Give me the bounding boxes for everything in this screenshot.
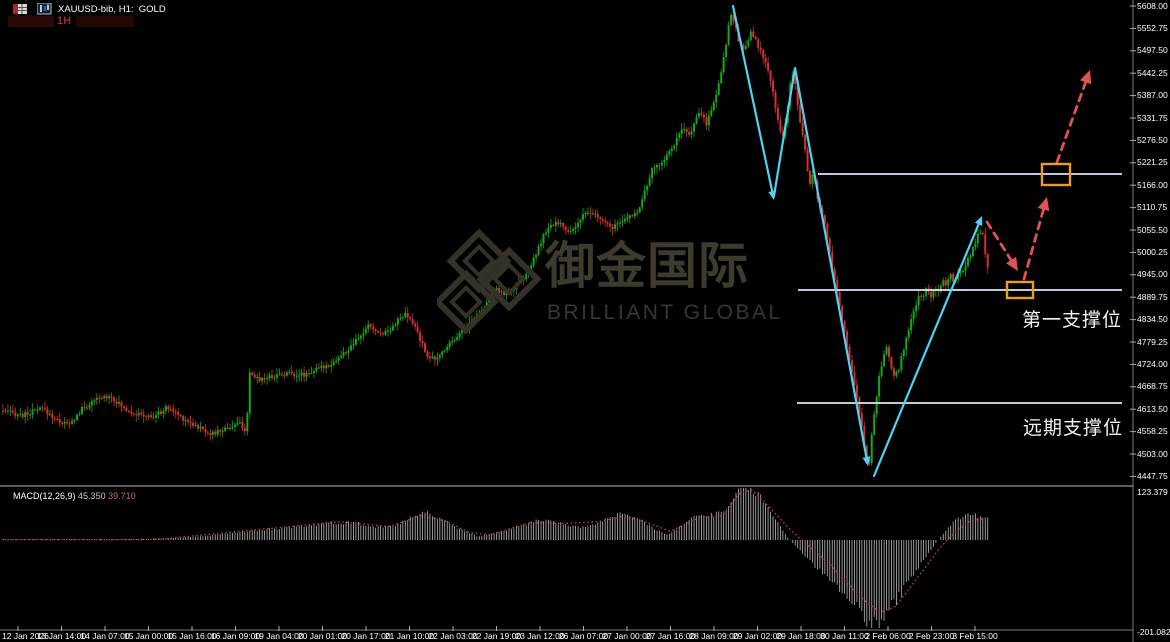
time-axis-label: 27 Jan 00:00 [602, 631, 652, 641]
projection-arrows-red[interactable] [985, 70, 1092, 281]
time-axis-label: 27 Jan 16:00 [645, 631, 696, 641]
time-axis-label: 2 Feb 06:00 [865, 631, 911, 641]
time-axis-label: 29 Jan 02:00 [732, 631, 783, 641]
time-axis-label: 26 Jan 07:00 [558, 631, 609, 641]
macd-histogram [2, 488, 989, 628]
macd-scale-min: -201.082 [1137, 627, 1170, 637]
price-axis-label: 5497.50 [1137, 45, 1168, 56]
time-axis-label: 30 Jan 11:00 [820, 631, 869, 641]
chart-grid-icon [13, 4, 27, 14]
faded-toolbar-block [76, 16, 134, 27]
time-axis-label: 14 Jan 07:00 [80, 631, 130, 641]
far-support-label[interactable]: 远期支撑位 [1023, 418, 1124, 439]
time-axis-label: 20 Jan 01:00 [297, 631, 348, 641]
time-axis-label: 23 Jan 12:00 [515, 631, 565, 641]
time-axis-label: 22 Jan 03:00 [428, 631, 478, 641]
support-lines[interactable] [797, 173, 1122, 404]
price-axis-label: 5387.00 [1137, 90, 1168, 101]
price-axis-label: 4834.50 [1137, 314, 1168, 325]
time-axis-label: 28 Jan 09:00 [689, 631, 739, 641]
price-axis-label: 4503.00 [1137, 448, 1168, 459]
price-axis-label: 5110.75 [1137, 202, 1168, 213]
price-axis-label: 4724.00 [1137, 358, 1168, 369]
time-axis-label: 15 Jan 00:00 [123, 631, 174, 641]
price-axis-label: 4945.00 [1137, 269, 1168, 280]
time-axis-label: 3 Feb 15:00 [952, 631, 998, 641]
price-axis-label: 4447.75 [1137, 470, 1168, 481]
price-axis-label: 4779.25 [1137, 336, 1168, 347]
price-axis-label: 5166.00 [1137, 179, 1168, 190]
watermark-cn-text: 御金国际 [545, 238, 749, 294]
price-axis-label: 5276.50 [1137, 134, 1168, 145]
price-axis-label: 5442.25 [1137, 67, 1168, 78]
time-axis-label: 12 Jan 2026 [2, 631, 49, 641]
time-axis-label: 20 Jan 17:00 [341, 631, 391, 641]
first-support-label[interactable]: 第一支撑位 [1022, 310, 1123, 331]
brilliant-global-logo-icon [433, 228, 542, 335]
macd-indicator-label: MACD(12,26,9) 45.350 39.710 [13, 491, 136, 501]
price-axis-label: 4889.75 [1137, 291, 1168, 302]
time-axis-label: 15 Jan 16:00 [167, 631, 217, 641]
price-axis-label: 5055.50 [1137, 224, 1168, 235]
macd-main-value: 45.350 [78, 491, 106, 501]
time-axis-label: 22 Jan 19:00 [471, 631, 522, 641]
price-axis-label: 5552.75 [1137, 22, 1168, 33]
macd-scale-max: 123.379 [1137, 487, 1168, 497]
time-axis-label: 29 Jan 18:00 [776, 631, 826, 641]
price-axis-label: 4558.25 [1137, 426, 1168, 437]
price-axis-label: 5331.75 [1137, 112, 1168, 123]
watermark-en-text: BRILLIANT GLOBAL [547, 301, 783, 324]
candlestick-chart-icon [37, 3, 52, 15]
broker-watermark: 御金国际 BRILLIANT GLOBAL [433, 224, 937, 336]
price-axis-label: 5000.25 [1137, 246, 1168, 257]
trend-arrows-cyan[interactable] [731, 4, 983, 478]
price-axis-label: 4668.75 [1137, 381, 1168, 392]
macd-signal-value: 39.710 [108, 491, 136, 501]
time-axis-label: 19 Jan 04:00 [254, 631, 304, 641]
symbol-title: XAUUSD-bib, H1: GOLD [58, 4, 166, 15]
price-axis-label: 5608.00 [1137, 0, 1168, 11]
time-axis-label: 13 Jan 14:00 [36, 631, 87, 641]
faded-toolbar-block [8, 16, 54, 27]
time-axis-label: 16 Jan 09:00 [210, 631, 261, 641]
chart-frame [0, 0, 1136, 642]
price-axis-label: 5221.25 [1137, 157, 1168, 168]
time-axis-label: 2 Feb 23:00 [908, 631, 955, 641]
target-boxes[interactable] [1005, 162, 1072, 300]
price-axis-label: 4613.50 [1137, 403, 1168, 414]
time-axis-label: 21 Jan 10:00 [384, 631, 435, 641]
timeframe-badge[interactable]: 1H [57, 15, 72, 27]
